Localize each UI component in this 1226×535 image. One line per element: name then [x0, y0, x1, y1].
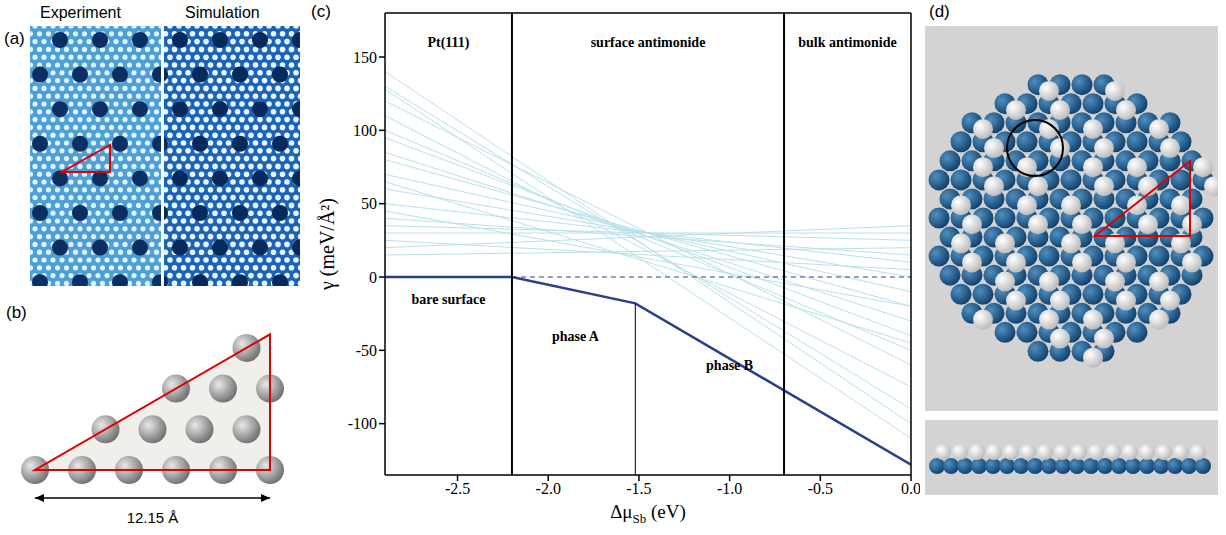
- svg-text:bulk antimonide: bulk antimonide: [798, 35, 896, 50]
- html-text:(d): (d): [929, 2, 950, 21]
- svg-text:0.0: 0.0: [901, 480, 920, 497]
- svg-text:-1.0: -1.0: [717, 480, 742, 497]
- svg-text:-0.5: -0.5: [808, 480, 833, 497]
- html-text:ΔμSb (eV): ΔμSb (eV): [610, 501, 686, 526]
- svg-text:50: 50: [361, 195, 377, 212]
- svg-text:150: 150: [353, 49, 377, 66]
- svg-text:-2.5: -2.5: [445, 480, 470, 497]
- svg-text:Pt(111): Pt(111): [427, 35, 469, 51]
- svg-text:Simulation: Simulation: [185, 4, 260, 21]
- svg-text:Experiment: Experiment: [40, 4, 121, 21]
- svg-text:-1.5: -1.5: [626, 480, 651, 497]
- svg-text:(b): (b): [6, 303, 27, 322]
- svg-text:-50: -50: [356, 342, 377, 359]
- svg-text:-100: -100: [348, 415, 377, 432]
- svg-text:surface antimonide: surface antimonide: [591, 35, 706, 50]
- svg-text:(a): (a): [4, 29, 25, 48]
- html-text:(c): (c): [311, 2, 331, 21]
- svg-text:bare surface: bare surface: [411, 292, 485, 307]
- svg-text:phase A: phase A: [552, 329, 600, 344]
- svg-text:0: 0: [369, 269, 377, 286]
- svg-text:100: 100: [353, 122, 377, 139]
- svg-text:12.15 Å: 12.15 Å: [127, 509, 179, 526]
- svg-text:-2.0: -2.0: [536, 480, 561, 497]
- svg-text:phase B: phase B: [706, 358, 753, 373]
- html-text:γ (meV/Å²): γ (meV/Å²): [315, 198, 338, 290]
